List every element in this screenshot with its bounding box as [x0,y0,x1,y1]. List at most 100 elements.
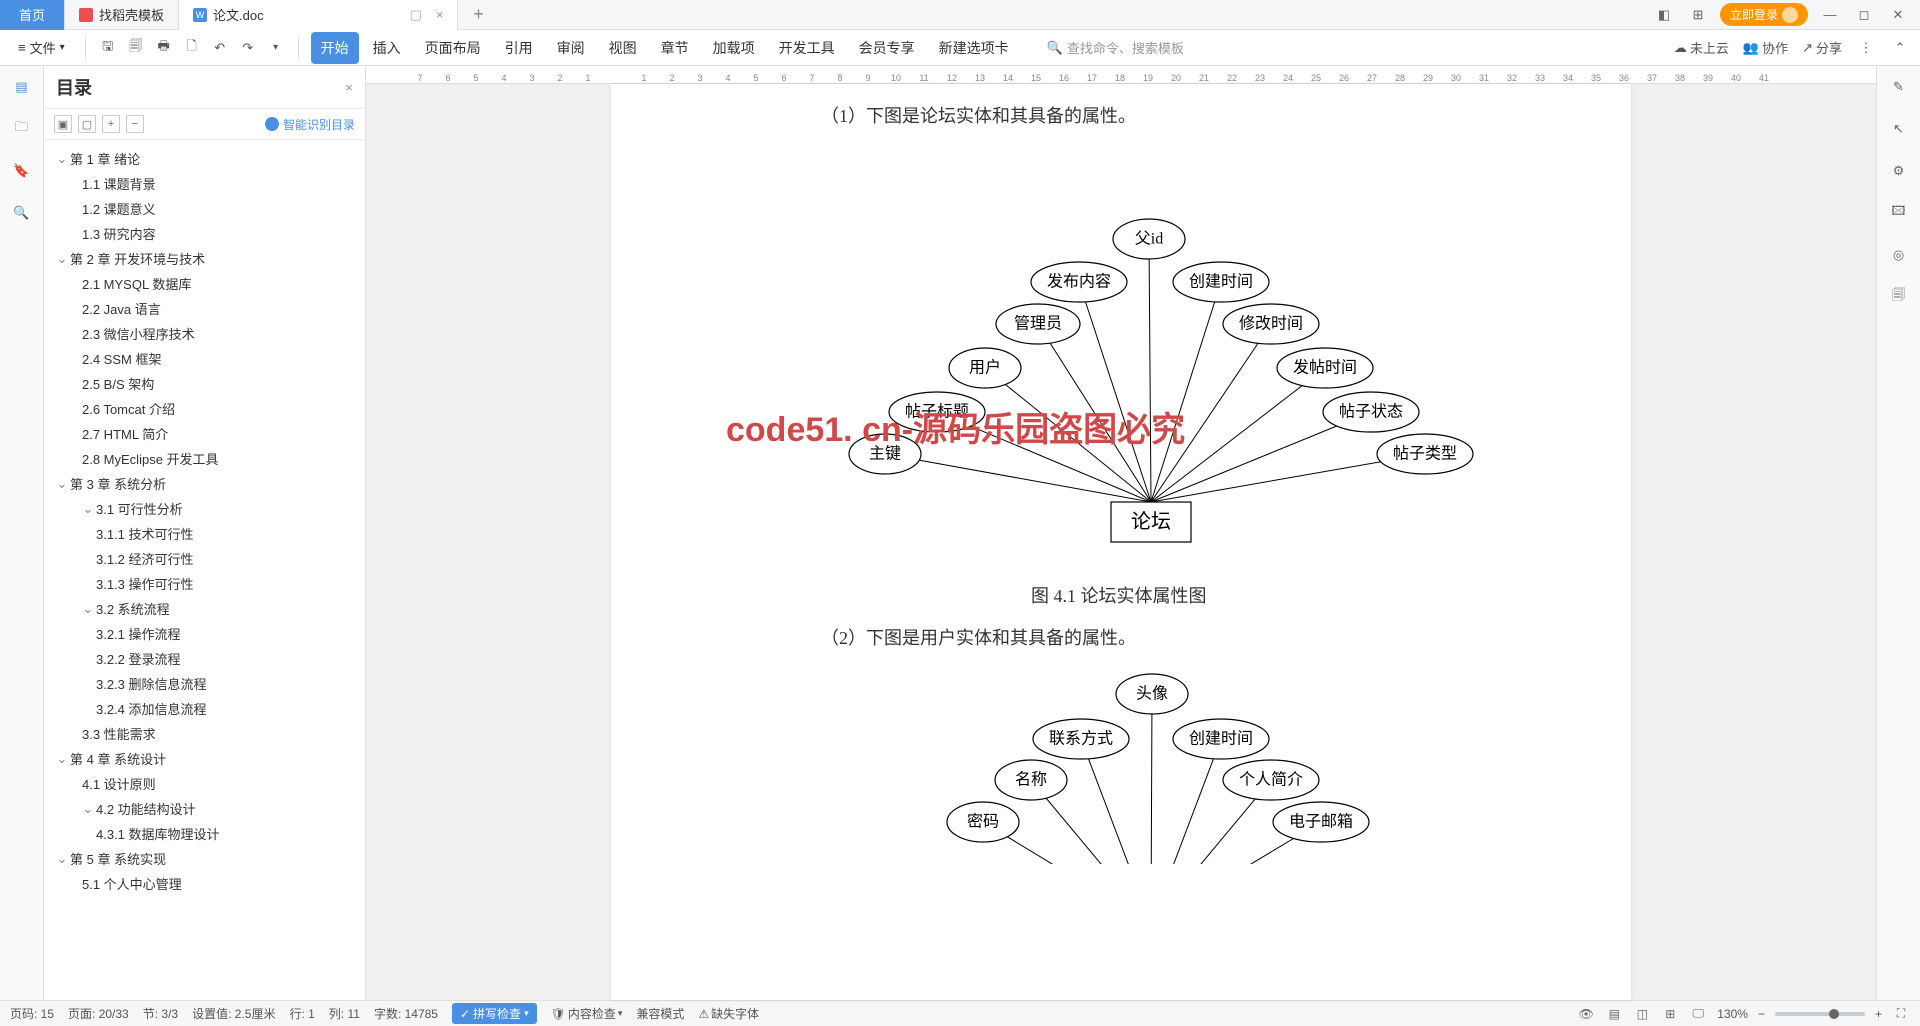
print-icon[interactable]: 🖶 [154,38,174,58]
toc-item[interactable]: 3.1.1 技术可行性 [44,521,365,546]
layout-icon[interactable]: ◧ [1652,3,1676,27]
pencil-icon[interactable]: ✎ [1888,76,1910,98]
read-icon[interactable]: 🗐 [1888,286,1910,308]
toc-item[interactable]: 3.2.3 删除信息流程 [44,671,365,696]
tab-document[interactable]: W 论文.doc ▢ × [179,0,458,30]
tab-home[interactable]: 首页 [0,0,65,30]
ruler[interactable]: 7654321123456789101112131415161718192021… [366,66,1876,84]
chevron-down-icon[interactable]: ⌄ [56,251,68,267]
folder-icon[interactable]: 🗀 [11,118,33,140]
toc-item[interactable]: 1.1 课题背景 [44,171,365,196]
save-icon[interactable]: 🖫 [98,38,118,58]
toc-item[interactable]: ⌄第 5 章 系统实现 [44,846,365,871]
toc-item[interactable]: 1.3 研究内容 [44,221,365,246]
close-window-icon[interactable]: ✕ [1886,3,1910,27]
toc-item[interactable]: ⌄3.2 系统流程 [44,596,365,621]
chevron-down-icon[interactable]: ⌄ [56,751,68,767]
toc-item[interactable]: 3.2.1 操作流程 [44,621,365,646]
status-spellcheck[interactable]: ✓拼写检查▾ [452,1003,537,1024]
undo-icon[interactable]: ↶ [210,38,230,58]
close-icon[interactable]: × [436,7,444,22]
target-icon[interactable]: ◎ [1888,244,1910,266]
share-button[interactable]: ↗分享 [1802,38,1842,57]
file-menu[interactable]: ≡ 文件 ▾ [10,34,73,61]
tab-template[interactable]: 找稻壳模板 [65,0,179,30]
toc-item[interactable]: 2.2 Java 语言 [44,296,365,321]
status-compat[interactable]: 兼容模式 [636,1005,684,1022]
web-view-icon[interactable]: ⊞ [1661,1005,1679,1023]
chevron-down-icon[interactable]: ⌄ [56,476,68,492]
toc-item[interactable]: ⌄第 3 章 系统分析 [44,471,365,496]
toc-item[interactable]: 3.3 性能需求 [44,721,365,746]
toc-item[interactable]: 3.1.2 经济可行性 [44,546,365,571]
toc-item[interactable]: ⌄第 2 章 开发环境与技术 [44,246,365,271]
toc-item[interactable]: 2.5 B/S 架构 [44,371,365,396]
login-button[interactable]: 立即登录 [1720,3,1808,26]
collab-button[interactable]: 👥协作 [1743,38,1788,57]
toc-item[interactable]: 1.2 课题意义 [44,196,365,221]
redo-icon[interactable]: ↷ [238,38,258,58]
toc-item[interactable]: 4.1 设计原则 [44,771,365,796]
settings-icon[interactable]: ⚙ [1888,160,1910,182]
collapse-icon[interactable]: ⌃ [1890,38,1910,58]
status-words[interactable]: 字数: 14785 [374,1005,438,1022]
status-setting[interactable]: 设置值: 2.5厘米 [192,1005,275,1022]
preview-icon[interactable]: 🗋 [182,38,202,58]
read-view-icon[interactable]: 🖵 [1689,1005,1707,1023]
zoom-in-icon[interactable]: + [1875,1007,1882,1021]
zoom-label[interactable]: 130% [1717,1007,1748,1021]
smart-toc-button[interactable]: 智能识别目录 [265,116,355,133]
status-content-check[interactable]: 🛡内容检查▾ [551,1005,623,1022]
close-panel-icon[interactable]: × [345,80,353,95]
status-section[interactable]: 节: 3/3 [143,1005,178,1022]
minimize-icon[interactable]: — [1818,3,1842,27]
toc-item[interactable]: ⌄3.1 可行性分析 [44,496,365,521]
toc-item[interactable]: ⌄4.2 功能结构设计 [44,796,365,821]
new-tab-button[interactable]: + [458,0,498,30]
status-col[interactable]: 列: 11 [329,1005,360,1022]
ribbon-tab-8[interactable]: 开发工具 [769,32,845,64]
status-row[interactable]: 行: 1 [289,1005,314,1022]
toc-item[interactable]: 2.7 HTML 简介 [44,421,365,446]
toc-item[interactable]: 3.2.4 添加信息流程 [44,696,365,721]
add-item-icon[interactable]: + [102,115,120,133]
toc-item[interactable]: 4.3.1 数据库物理设计 [44,821,365,846]
fullscreen-icon[interactable]: ⛶ [1892,1005,1910,1023]
zoom-slider[interactable] [1775,1012,1865,1016]
ribbon-tab-0[interactable]: 开始 [311,32,359,64]
layout-view-icon[interactable]: ◫ [1633,1005,1651,1023]
ribbon-tab-3[interactable]: 引用 [495,32,543,64]
zoom-out-icon[interactable]: − [1758,1007,1765,1021]
toc-item[interactable]: 2.3 微信小程序技术 [44,321,365,346]
search-box[interactable]: 🔍 查找命令、搜索模板 [1047,38,1184,57]
export-icon[interactable]: 🗐 [126,38,146,58]
toc-item[interactable]: ⌄第 4 章 系统设计 [44,746,365,771]
toc-item[interactable]: 2.1 MYSQL 数据库 [44,271,365,296]
ribbon-tab-10[interactable]: 新建选项卡 [929,32,1019,64]
format-painter-icon[interactable]: ▾ [266,38,286,58]
expand-all-icon[interactable]: ▣ [54,115,72,133]
cloud-button[interactable]: ☁未上云 [1674,38,1729,57]
remove-item-icon[interactable]: − [126,115,144,133]
status-pages[interactable]: 页面: 20/33 [68,1005,129,1022]
ribbon-tab-7[interactable]: 加载项 [703,32,765,64]
chevron-down-icon[interactable]: ⌄ [82,601,94,617]
search-rail-icon[interactable]: 🔍 [11,202,33,224]
ribbon-tab-4[interactable]: 审阅 [547,32,595,64]
toc-item[interactable]: 2.8 MyEclipse 开发工具 [44,446,365,471]
ribbon-tab-6[interactable]: 章节 [651,32,699,64]
ribbon-tab-9[interactable]: 会员专享 [849,32,925,64]
cursor-icon[interactable]: ↖ [1888,118,1910,140]
toc-item[interactable]: 2.4 SSM 框架 [44,346,365,371]
bookmark-icon[interactable]: 🔖 [11,160,33,182]
image-icon[interactable]: 🖾 [1888,202,1910,224]
outline-icon[interactable]: ▤ [11,76,33,98]
toc-item[interactable]: 3.1.3 操作可行性 [44,571,365,596]
toc-item[interactable]: 3.2.2 登录流程 [44,646,365,671]
ribbon-tab-2[interactable]: 页面布局 [415,32,491,64]
chevron-down-icon[interactable]: ⌄ [82,501,94,517]
chevron-down-icon[interactable]: ⌄ [82,801,94,817]
ribbon-tab-5[interactable]: 视图 [599,32,647,64]
toc-item[interactable]: 5.1 个人中心管理 [44,871,365,896]
eye-icon[interactable]: 👁 [1577,1005,1595,1023]
